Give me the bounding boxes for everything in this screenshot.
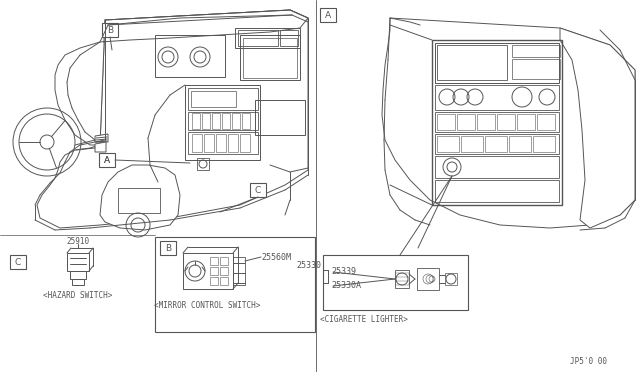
Bar bbox=[235, 28, 300, 48]
Text: 25330: 25330 bbox=[296, 260, 321, 269]
Bar bbox=[204, 134, 214, 152]
Bar bbox=[160, 241, 176, 255]
Bar bbox=[280, 30, 298, 46]
Bar bbox=[435, 180, 559, 202]
Bar bbox=[10, 255, 26, 269]
Bar bbox=[240, 134, 250, 152]
Bar bbox=[435, 112, 559, 132]
Polygon shape bbox=[37, 10, 308, 228]
Bar bbox=[435, 85, 559, 110]
Text: JP5'0 00: JP5'0 00 bbox=[570, 357, 607, 366]
Bar bbox=[517, 114, 535, 130]
Bar bbox=[155, 35, 225, 77]
Bar bbox=[435, 134, 559, 154]
Bar bbox=[435, 43, 559, 83]
Bar bbox=[417, 268, 439, 290]
Bar bbox=[210, 277, 218, 285]
Bar bbox=[533, 136, 555, 152]
Bar bbox=[118, 188, 160, 213]
Bar bbox=[395, 270, 409, 288]
Bar bbox=[232, 113, 240, 129]
Bar bbox=[461, 136, 483, 152]
Bar bbox=[437, 114, 455, 130]
Bar bbox=[220, 277, 228, 285]
Polygon shape bbox=[382, 18, 635, 228]
Text: <MIRROR CONTROL SWITCH>: <MIRROR CONTROL SWITCH> bbox=[154, 301, 260, 310]
Bar bbox=[238, 30, 278, 46]
Text: 25560M: 25560M bbox=[261, 253, 291, 262]
Bar bbox=[185, 85, 260, 160]
Text: C: C bbox=[255, 186, 261, 195]
Bar bbox=[477, 114, 495, 130]
Bar bbox=[202, 113, 210, 129]
Bar bbox=[243, 38, 297, 78]
Bar bbox=[188, 112, 258, 130]
Text: 25910: 25910 bbox=[67, 237, 90, 246]
Text: 25339: 25339 bbox=[331, 267, 356, 276]
Text: C: C bbox=[15, 258, 21, 267]
Bar bbox=[512, 59, 560, 79]
Text: 25330A: 25330A bbox=[331, 282, 361, 291]
Bar bbox=[509, 136, 531, 152]
Polygon shape bbox=[70, 271, 86, 279]
Text: B: B bbox=[107, 26, 113, 35]
Bar bbox=[432, 40, 562, 205]
Bar bbox=[437, 136, 459, 152]
Bar bbox=[537, 114, 555, 130]
Polygon shape bbox=[95, 134, 108, 142]
Text: <HAZARD SWITCH>: <HAZARD SWITCH> bbox=[44, 291, 113, 299]
Text: <CIGARETTE LIGHTER>: <CIGARETTE LIGHTER> bbox=[320, 315, 408, 324]
Polygon shape bbox=[100, 165, 180, 230]
Bar bbox=[240, 35, 300, 80]
Bar bbox=[437, 45, 507, 80]
Text: A: A bbox=[325, 11, 331, 20]
Text: A: A bbox=[104, 155, 110, 164]
Bar bbox=[102, 23, 118, 37]
Bar bbox=[188, 132, 258, 154]
Bar bbox=[228, 134, 238, 152]
Polygon shape bbox=[560, 28, 635, 228]
Bar bbox=[155, 237, 315, 332]
Bar bbox=[233, 257, 245, 285]
Bar bbox=[188, 88, 258, 110]
Bar bbox=[210, 257, 218, 265]
Bar bbox=[210, 267, 218, 275]
Bar bbox=[485, 136, 507, 152]
Bar bbox=[323, 255, 468, 310]
Bar bbox=[242, 113, 250, 129]
Bar bbox=[212, 113, 220, 129]
Bar bbox=[216, 134, 226, 152]
Bar bbox=[445, 273, 457, 285]
Bar bbox=[192, 113, 200, 129]
Polygon shape bbox=[55, 10, 308, 145]
Bar bbox=[220, 267, 228, 275]
Bar bbox=[220, 257, 228, 265]
Bar bbox=[435, 156, 559, 178]
Bar bbox=[197, 158, 209, 170]
Bar bbox=[250, 183, 266, 197]
Polygon shape bbox=[67, 253, 89, 271]
Text: B: B bbox=[165, 244, 171, 253]
Polygon shape bbox=[95, 142, 106, 152]
Bar bbox=[497, 114, 515, 130]
Bar bbox=[255, 100, 305, 135]
Bar bbox=[512, 45, 560, 57]
Bar bbox=[457, 114, 475, 130]
Polygon shape bbox=[183, 253, 233, 289]
Bar bbox=[222, 113, 230, 129]
Bar bbox=[99, 153, 115, 167]
Bar bbox=[320, 8, 336, 22]
Bar bbox=[191, 91, 236, 107]
Text: A: A bbox=[104, 155, 110, 164]
Polygon shape bbox=[72, 279, 84, 285]
Bar bbox=[192, 134, 202, 152]
